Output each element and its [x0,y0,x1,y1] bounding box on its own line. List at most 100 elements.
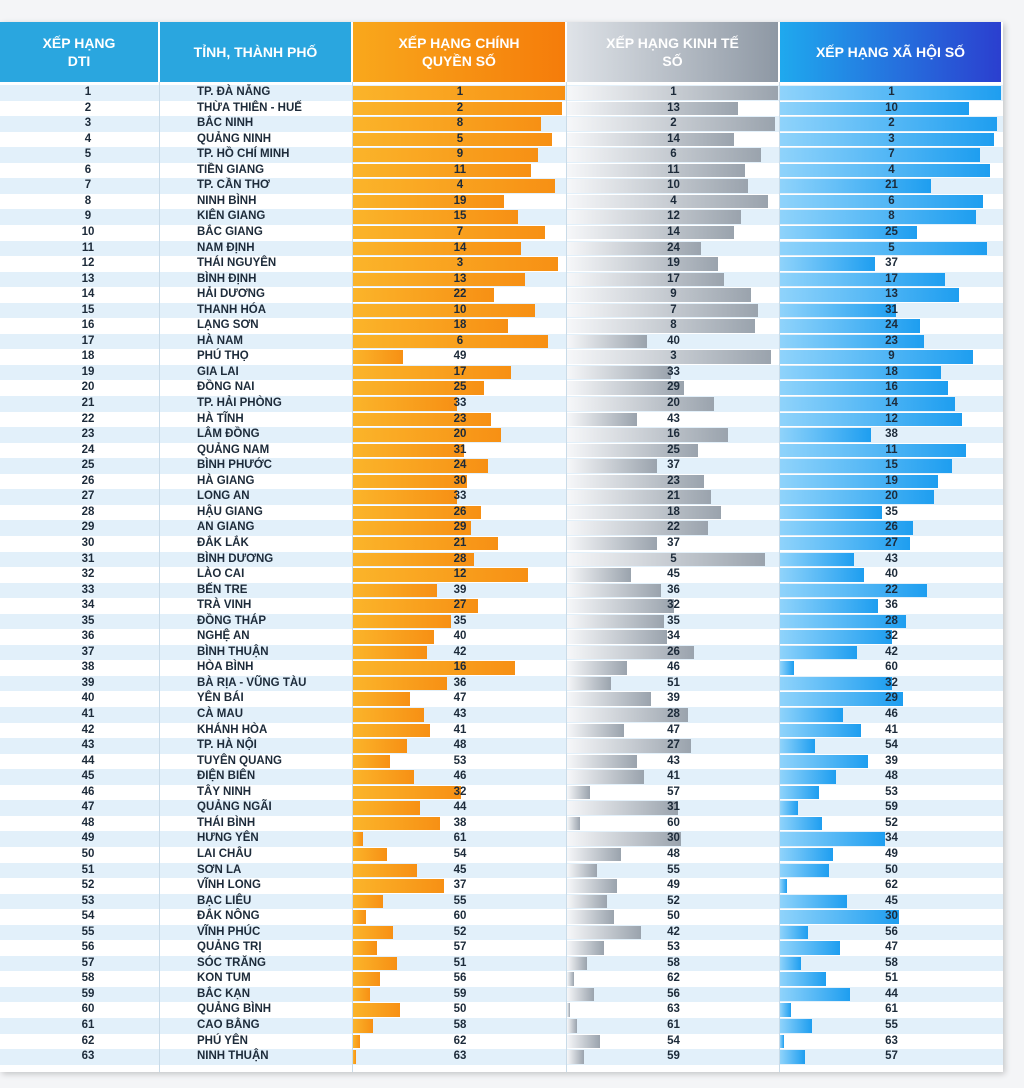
rank-bar [567,676,611,691]
rank-value: 51 [885,972,898,985]
rank-bar [567,708,688,722]
rank-bar [353,288,495,302]
rank-value: 55 [885,1019,898,1031]
rank-value: 21 [667,490,680,503]
rank-value: 6 [670,148,677,161]
rank-bar [353,723,431,738]
rank-value: 33 [453,490,467,503]
rank-bar [780,910,900,924]
rank-value: 1 [456,86,464,98]
province-cell: AN GIANG [197,521,255,534]
rank-bar [567,739,691,753]
rank-value: 39 [667,692,680,705]
province-cell: QUẢNG TRỊ [197,941,262,954]
rank-bar [567,521,708,535]
rank-bar [353,910,367,924]
table-row [0,924,1003,941]
province-cell: NAM ĐỊNH [197,241,255,254]
rank-cell: 36 [81,630,95,643]
rank-value: 28 [885,614,898,627]
table-row [0,784,1003,801]
province-cell: BẮC KẠN [197,987,251,1000]
rank-value: 14 [453,241,467,254]
province-cell: LÀO CAI [197,568,245,581]
rank-value: 38 [453,816,467,829]
table-row [0,1002,1003,1018]
rank-bar [780,1050,805,1064]
rank-bar [780,381,949,395]
rank-cell: 11 [81,241,95,254]
rank-bar [567,956,588,971]
rank-bar [353,676,448,691]
rank-cell: 22 [81,412,95,425]
rank-cell: 9 [84,210,92,223]
rank-bar [353,117,542,131]
rank-bar [567,443,698,458]
rank-value: 42 [453,645,467,658]
province-cell: LẠNG SƠN [197,319,259,332]
province-cell: HÒA BÌNH [197,661,254,674]
rank-cell: 23 [81,428,95,441]
column-divider [159,82,160,1072]
province-cell: TP. ĐÀ NẴNG [197,86,271,98]
rank-bar [780,552,854,567]
province-cell: BÌNH ĐỊNH [197,272,257,285]
rank-bar [567,319,755,333]
rank-bar [567,117,775,131]
rank-bar [353,894,384,909]
rank-cell: 30 [81,536,95,549]
rank-value: 51 [667,676,680,689]
rank-bar [780,225,917,240]
rank-value: 26 [667,645,680,658]
rank-value: 11 [885,443,898,456]
rank-bar [353,1003,401,1017]
rank-bar [567,132,735,147]
rank-value: 54 [667,1034,680,1047]
rank-bar [567,288,752,302]
rank-bar [567,101,738,116]
rank-bar [780,257,875,271]
rank-cell: 48 [81,816,95,829]
rank-bar [780,521,914,535]
rank-value: 25 [453,381,467,394]
province-cell: GIA LAI [197,365,239,378]
rank-cell: 58 [81,972,95,985]
rank-bar [353,474,468,489]
table-row [0,831,1003,847]
table-row [0,769,1003,785]
rank-bar [353,816,441,831]
table-row [0,504,1003,521]
rank-value: 46 [667,661,680,674]
rank-cell: 31 [81,552,95,565]
province-cell: THÁI NGUYÊN [197,257,277,270]
rank-cell: 46 [81,785,95,798]
rank-bar [780,536,910,551]
province-cell: THỪA THIÊN - HUẾ [197,101,302,114]
rank-bar [780,117,998,131]
table-row [0,675,1003,692]
province-cell: PHÚ THỌ [197,350,249,363]
rank-cell: 45 [81,770,95,783]
rank-value: 7 [670,303,677,316]
rank-bar [567,863,598,878]
table-row [0,815,1003,832]
table-row [0,380,1003,396]
rank-value: 8 [670,319,677,332]
rank-bar [353,568,528,582]
table-row [0,442,1003,459]
rank-value: 35 [667,614,680,627]
rank-cell: 21 [81,397,95,409]
rank-bar [567,194,768,209]
rank-cell: 42 [81,723,95,736]
rank-value: 54 [453,847,467,860]
rank-value: 23 [885,334,898,347]
rank-cell: 37 [81,645,95,658]
rank-value: 47 [667,723,680,736]
rank-bar [353,163,532,178]
rank-bar [780,770,837,784]
rank-bar [353,770,414,784]
rank-value: 42 [667,925,680,938]
rank-bar [780,1034,784,1049]
rank-value: 9 [888,350,895,363]
rank-cell: 49 [81,832,95,845]
